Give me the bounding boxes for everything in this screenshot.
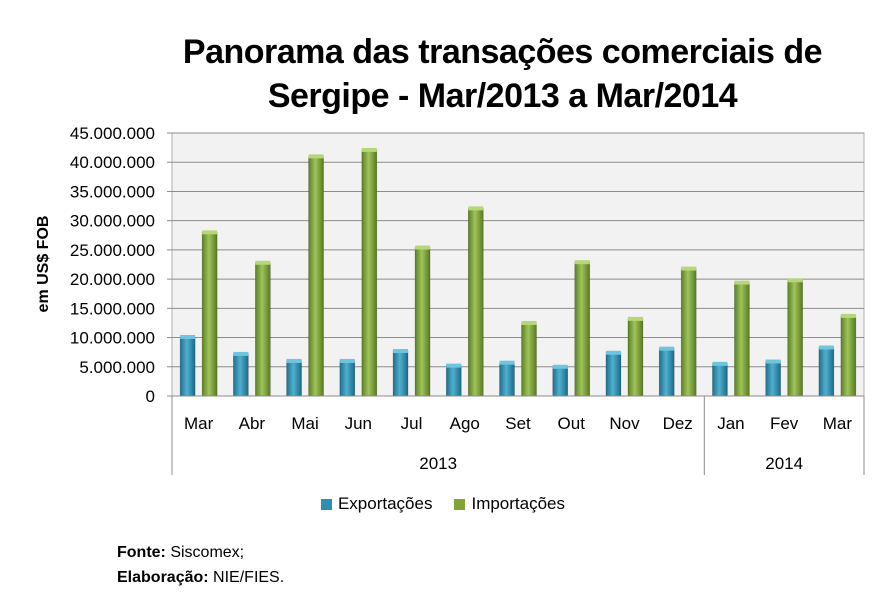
bar-top-importacoes [574,260,590,265]
bar-exportacoes [445,365,462,397]
bar-top-importacoes [521,320,537,325]
bar-top-importacoes [681,266,697,271]
x-tick-label: Jun [345,414,372,433]
bar-importacoes [361,149,378,397]
bar-top-importacoes [840,313,856,318]
y-tick-label: 0 [146,387,155,406]
bar-importacoes [627,318,644,397]
chart-title-line1: Panorama das transações comerciais de [182,33,823,71]
bar-top-exportacoes [446,363,462,368]
y-tick-label: 35.000.000 [70,182,155,201]
x-tick-label: Abr [239,414,266,433]
y-axis-label: em US$ FOB [35,216,52,313]
legend-item-exportacoes: Exportações [320,494,433,514]
x-tick-label: Set [505,414,531,433]
x-tick-label: Mar [823,414,853,433]
legend-label-exportacoes: Exportações [337,494,433,513]
bar-top-exportacoes [393,348,409,353]
bar-exportacoes [818,347,835,397]
bar-exportacoes [392,350,409,397]
bar-exportacoes [179,336,196,397]
bar-top-importacoes [468,206,484,211]
bar-top-exportacoes [818,345,834,350]
bar-top-exportacoes [605,350,621,355]
bar-importacoes [414,247,431,397]
chart-title: Panorama das transações comerciais de Se… [0,30,886,118]
bar-importacoes [255,262,271,397]
bar-top-exportacoes [659,346,675,351]
x-tick-label: Mai [291,414,318,433]
elaboracao-label: Elaboração: [117,569,209,586]
y-tick-label: 15.000.000 [70,299,155,318]
x-tick-label: Mar [184,414,214,433]
plot-area [171,132,865,397]
bar-exportacoes [658,348,675,397]
bar-exportacoes [499,362,515,397]
bar-top-exportacoes [499,360,515,365]
elaboracao-value: NIE/FIES. [213,569,285,586]
x-tick-label: Jul [401,414,423,433]
bar-importacoes [840,315,857,397]
chart-legend: Exportações Importações [0,494,886,514]
legend-label-importacoes: Importações [471,494,566,513]
y-tick-label: 25.000.000 [70,241,155,260]
bar-importacoes [787,279,803,397]
source-note: Fonte: Siscomex; Elaboração: NIE/FIES. [117,540,284,590]
bar-top-exportacoes [339,358,355,363]
fonte-value: Siscomex; [170,544,245,561]
y-tick-label: 10.000.000 [70,329,155,348]
bar-top-importacoes [627,316,643,321]
legend-swatch-exportacoes [320,498,332,510]
x-tick-label: Fev [770,414,799,433]
bar-importacoes [734,282,750,397]
x-tick-label: Jan [717,414,744,433]
x-group-label: 2014 [765,454,803,473]
bar-importacoes [308,156,324,397]
bar-top-importacoes [361,147,377,152]
bar-top-exportacoes [233,351,249,356]
legend-swatch-importacoes [454,498,466,510]
bar-top-importacoes [255,260,271,265]
bar-top-importacoes [787,278,803,283]
x-group-label: 2013 [419,454,457,473]
bar-exportacoes [286,360,302,397]
bar-exportacoes [339,360,356,397]
x-tick-label: Out [558,414,586,433]
source-line-fonte: Fonte: Siscomex; [117,540,284,565]
bar-top-exportacoes [552,364,568,369]
bar-top-exportacoes [180,334,196,339]
bar-top-importacoes [734,280,750,285]
bar-top-importacoes [415,245,431,250]
x-tick-label: Ago [450,414,480,433]
x-tick-label: Nov [609,414,640,433]
bar-exportacoes [765,361,781,397]
bar-top-importacoes [202,230,218,235]
chart-title-line2: Sergipe - Mar/2013 a Mar/2014 [267,77,738,115]
bar-exportacoes [233,353,249,397]
y-tick-label: 5.000.000 [79,358,155,377]
y-tick-label: 30.000.000 [70,212,155,231]
bar-exportacoes [552,366,569,397]
fonte-label: Fonte: [117,544,166,561]
bar-importacoes [574,261,591,397]
bar-exportacoes [712,363,728,397]
source-line-elaboracao: Elaboração: NIE/FIES. [117,565,284,590]
bar-top-exportacoes [286,358,302,363]
legend-item-importacoes: Importações [454,494,565,514]
bar-importacoes [467,208,484,397]
y-tick-label: 20.000.000 [70,270,155,289]
y-tick-label: 40.000.000 [70,153,155,172]
bar-importacoes [201,232,218,397]
bar-top-importacoes [308,154,324,159]
y-tick-label: 45.000.000 [70,124,155,143]
bar-importacoes [521,322,537,397]
bar-top-exportacoes [712,361,728,366]
bar-exportacoes [605,352,622,397]
bar-importacoes [680,268,697,397]
bar-top-exportacoes [765,359,781,364]
x-tick-label: Dez [663,414,693,433]
